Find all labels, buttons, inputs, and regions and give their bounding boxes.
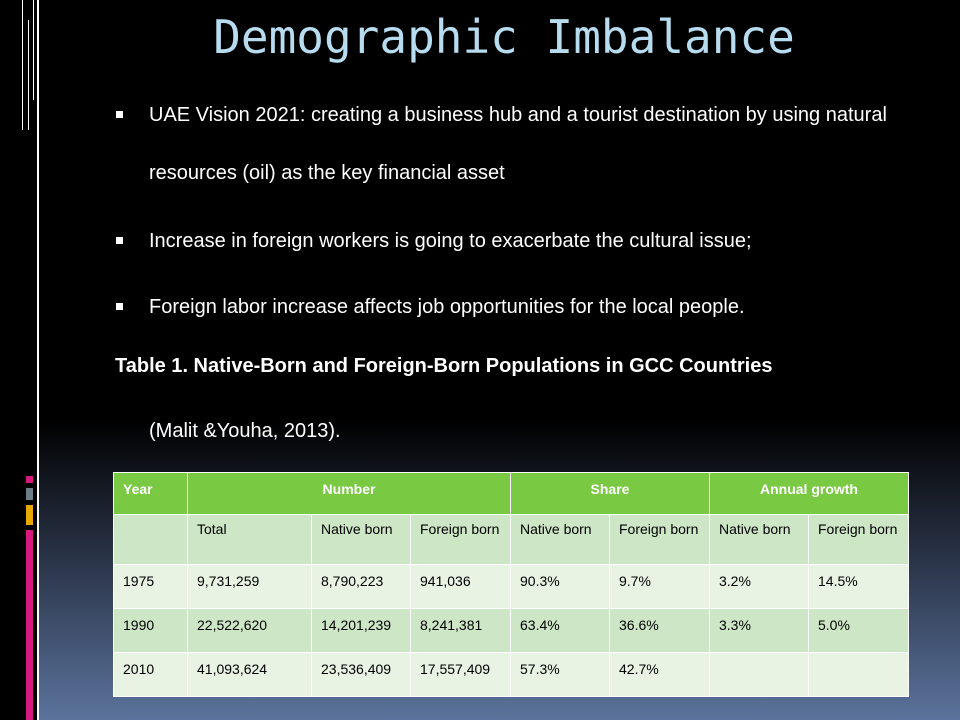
table-cell: [709, 652, 809, 697]
table-cell: 36.6%: [609, 608, 710, 653]
table-cell: 5.0%: [808, 608, 909, 653]
decoration: [26, 505, 33, 525]
table-cell: 41,093,624: [187, 652, 312, 697]
table-cell: 3.3%: [709, 608, 809, 653]
decoration: [26, 530, 33, 720]
table-cell: Number: [187, 472, 511, 515]
table-cell: 3.2%: [709, 564, 809, 609]
title: Demographic Imbalance: [213, 10, 795, 64]
table-cell: 23,536,409: [311, 652, 411, 697]
table-cell: 57.3%: [510, 652, 610, 697]
data-table: Year Number Share Annual growth Total Native …: [113, 472, 909, 697]
table-caption: Table 1. Native-Born and Foreign-Born Po…: [115, 355, 772, 378]
table-cell: Native born: [510, 514, 610, 565]
table-cell: 14,201,239: [311, 608, 411, 653]
table-cell: 9.7%: [609, 564, 710, 609]
table-row: Total Native born Foreign born Native born F…: [113, 514, 909, 565]
bullet: Increase in foreign workers is going to …: [116, 212, 909, 270]
table-cell: 22,522,620: [187, 608, 312, 653]
decoration: [22, 0, 23, 130]
table-cell: 8,790,223: [311, 564, 411, 609]
table-cell: [113, 514, 188, 565]
table-cell: 941,036: [410, 564, 511, 609]
table-cell: Foreign born: [609, 514, 710, 565]
table-cell: Year: [113, 472, 188, 515]
table-row: Year Number Share Annual growth: [113, 472, 909, 515]
citation: (Malit &Youha, 2013).: [149, 420, 341, 442]
caption-label: Table 1: [115, 355, 183, 377]
table-cell: Native born: [311, 514, 411, 565]
table-row: 1990 22,522,620 14,201,239 8,241,381 63.4% 36…: [113, 608, 909, 653]
table-cell: 1990: [113, 608, 188, 653]
bullet: UAE Vision 2021: creating a business hub…: [116, 86, 909, 202]
table-row: 2010 41,093,624 23,536,409 17,557,409 57.3% 4…: [113, 652, 909, 697]
table-cell: 2010: [113, 652, 188, 697]
table-cell: 9,731,259: [187, 564, 312, 609]
divider: [37, 0, 39, 720]
table-cell: Native born: [709, 514, 809, 565]
caption-text: . Native-Born and Foreign-Born Populatio…: [182, 355, 773, 377]
table-cell: 17,557,409: [410, 652, 511, 697]
decoration: [26, 476, 33, 483]
decoration: [26, 488, 33, 500]
bullet: Foreign labor increase affects job oppor…: [116, 278, 909, 336]
table-cell: Share: [510, 472, 710, 515]
table-cell: 90.3%: [510, 564, 610, 609]
table-cell: Annual growth: [709, 472, 909, 515]
table-row: 1975 9,731,259 8,790,223 941,036 90.3% 9.7% 3.…: [113, 564, 909, 609]
table-cell: [808, 652, 909, 697]
table-cell: Foreign born: [410, 514, 511, 565]
table-cell: Total: [187, 514, 312, 565]
table-cell: 42.7%: [609, 652, 710, 697]
table-cell: Foreign born: [808, 514, 909, 565]
table-cell: 8,241,381: [410, 608, 511, 653]
table-cell: 1975: [113, 564, 188, 609]
decoration: [33, 0, 34, 100]
table-cell: 14.5%: [808, 564, 909, 609]
decoration: [28, 20, 29, 130]
table-cell: 63.4%: [510, 608, 610, 653]
